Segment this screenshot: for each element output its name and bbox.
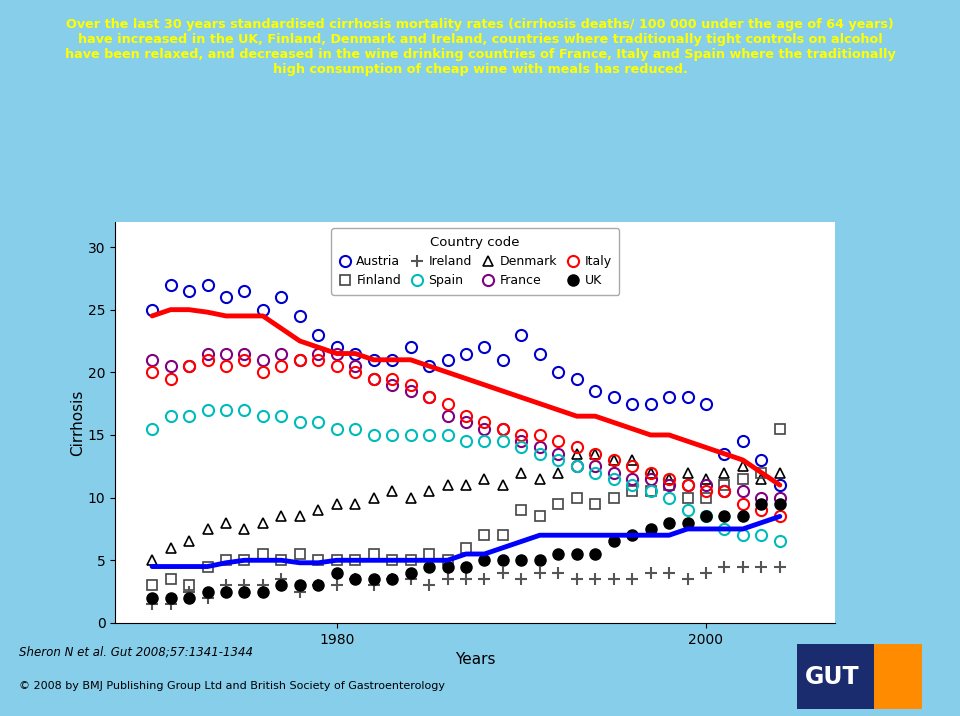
Y-axis label: Cirrhosis: Cirrhosis: [70, 390, 85, 455]
Text: Sheron N et al. Gut 2008;57:1341-1344: Sheron N et al. Gut 2008;57:1341-1344: [19, 645, 253, 658]
Text: Over the last 30 years standardised cirrhosis mortality rates (cirrhosis deaths/: Over the last 30 years standardised cirr…: [64, 18, 896, 76]
Legend: Austria, Finland, Ireland, Spain, Denmark, France, Italy, UK: Austria, Finland, Ireland, Spain, Denmar…: [331, 228, 619, 295]
Bar: [875, 644, 922, 709]
Text: GUT: GUT: [804, 664, 859, 689]
Text: © 2008 by BMJ Publishing Group Ltd and British Society of Gastroenterology: © 2008 by BMJ Publishing Group Ltd and B…: [19, 681, 445, 691]
X-axis label: Years: Years: [455, 652, 495, 667]
